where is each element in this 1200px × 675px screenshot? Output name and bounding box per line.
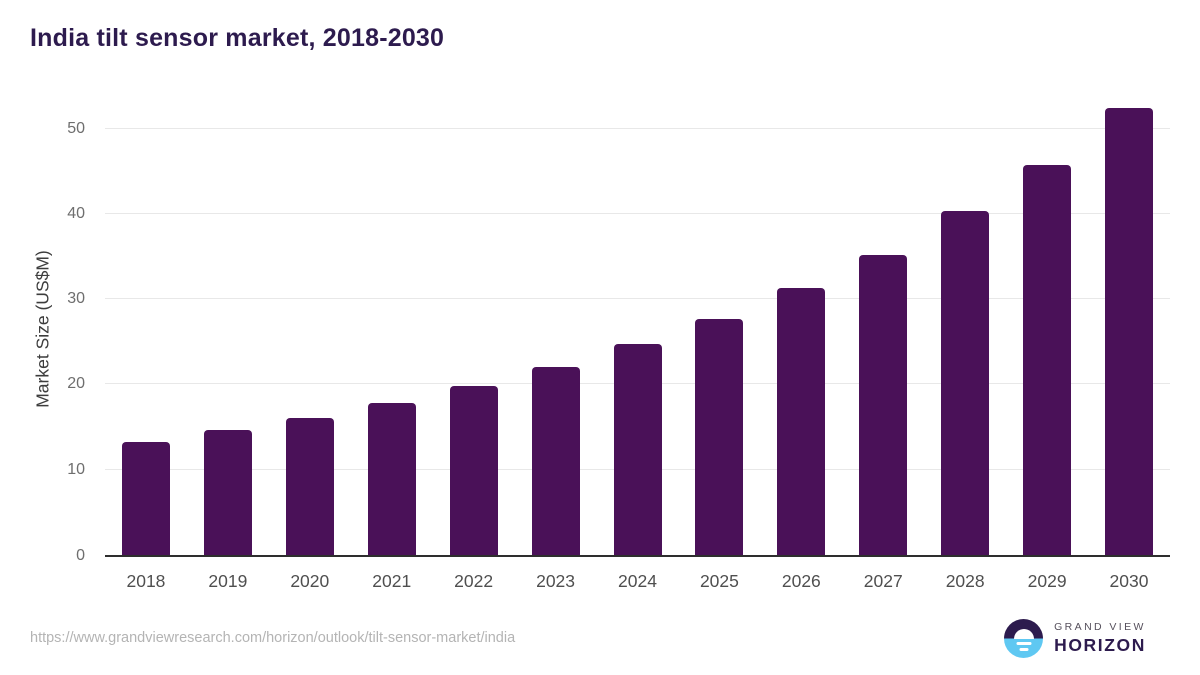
y-tick-label: 20 — [67, 375, 85, 393]
y-tick-label: 30 — [67, 290, 85, 308]
bar-2030 — [1105, 108, 1154, 555]
y-tick-label: 10 — [67, 460, 85, 478]
x-tick-label: 2023 — [536, 571, 576, 591]
y-tick-label: 0 — [76, 547, 85, 564]
y-gridline — [105, 127, 1170, 129]
chart-title: India tilt sensor market, 2018-2030 — [30, 24, 445, 52]
x-tick-label: 2020 — [290, 571, 330, 591]
logo-horizon-text: HORIZON — [1054, 635, 1146, 655]
bar-2021 — [367, 403, 416, 555]
bar-2025 — [695, 318, 744, 555]
logo-grand-view-text: GRAND VIEW — [1054, 621, 1146, 633]
x-tick-label: 2019 — [208, 571, 248, 591]
bar-2026 — [777, 288, 826, 555]
x-tick-label: 2021 — [372, 571, 412, 591]
bar-2019 — [203, 429, 252, 555]
brand-logo: GRAND VIEW HORIZON — [1004, 619, 1146, 658]
x-tick-label: 2026 — [781, 571, 821, 591]
bar-2027 — [859, 254, 908, 555]
bar-2024 — [613, 344, 662, 555]
y-gridline — [105, 212, 1170, 214]
x-tick-label: 2028 — [945, 571, 985, 591]
bar-2020 — [285, 417, 334, 555]
logo-reflection-bar — [1016, 642, 1032, 645]
bar-2022 — [449, 386, 498, 555]
source-url: https://www.grandviewresearch.com/horizo… — [30, 630, 516, 646]
logo-reflection-bar — [1019, 648, 1029, 651]
x-tick-label: 2024 — [618, 571, 657, 591]
x-tick-label: 2027 — [863, 571, 903, 591]
y-tick-label: 40 — [67, 204, 85, 222]
chart: Market Size (US$M) 0 10 20 30 40 50 2018 2019 2… — [33, 100, 1170, 591]
bar-2023 — [531, 366, 580, 555]
x-tick-label: 2018 — [126, 571, 166, 591]
y-tick-label: 50 — [67, 119, 85, 137]
y-gridline — [105, 298, 1170, 300]
horizon-sun-logo-icon — [1004, 619, 1044, 658]
logo-text: GRAND VIEW HORIZON — [1054, 621, 1146, 656]
x-tick-label: 2022 — [454, 571, 494, 591]
x-tick-label: 2030 — [1109, 571, 1149, 591]
logo-sun-dome — [1013, 628, 1034, 639]
x-tick-label: 2025 — [699, 571, 739, 591]
bar-2029 — [1023, 164, 1072, 555]
plot-area: 0 10 20 30 40 50 — [67, 100, 1170, 564]
bar-2018 — [121, 441, 170, 555]
x-tick-label: 2029 — [1027, 571, 1067, 591]
bar-2028 — [941, 211, 990, 555]
